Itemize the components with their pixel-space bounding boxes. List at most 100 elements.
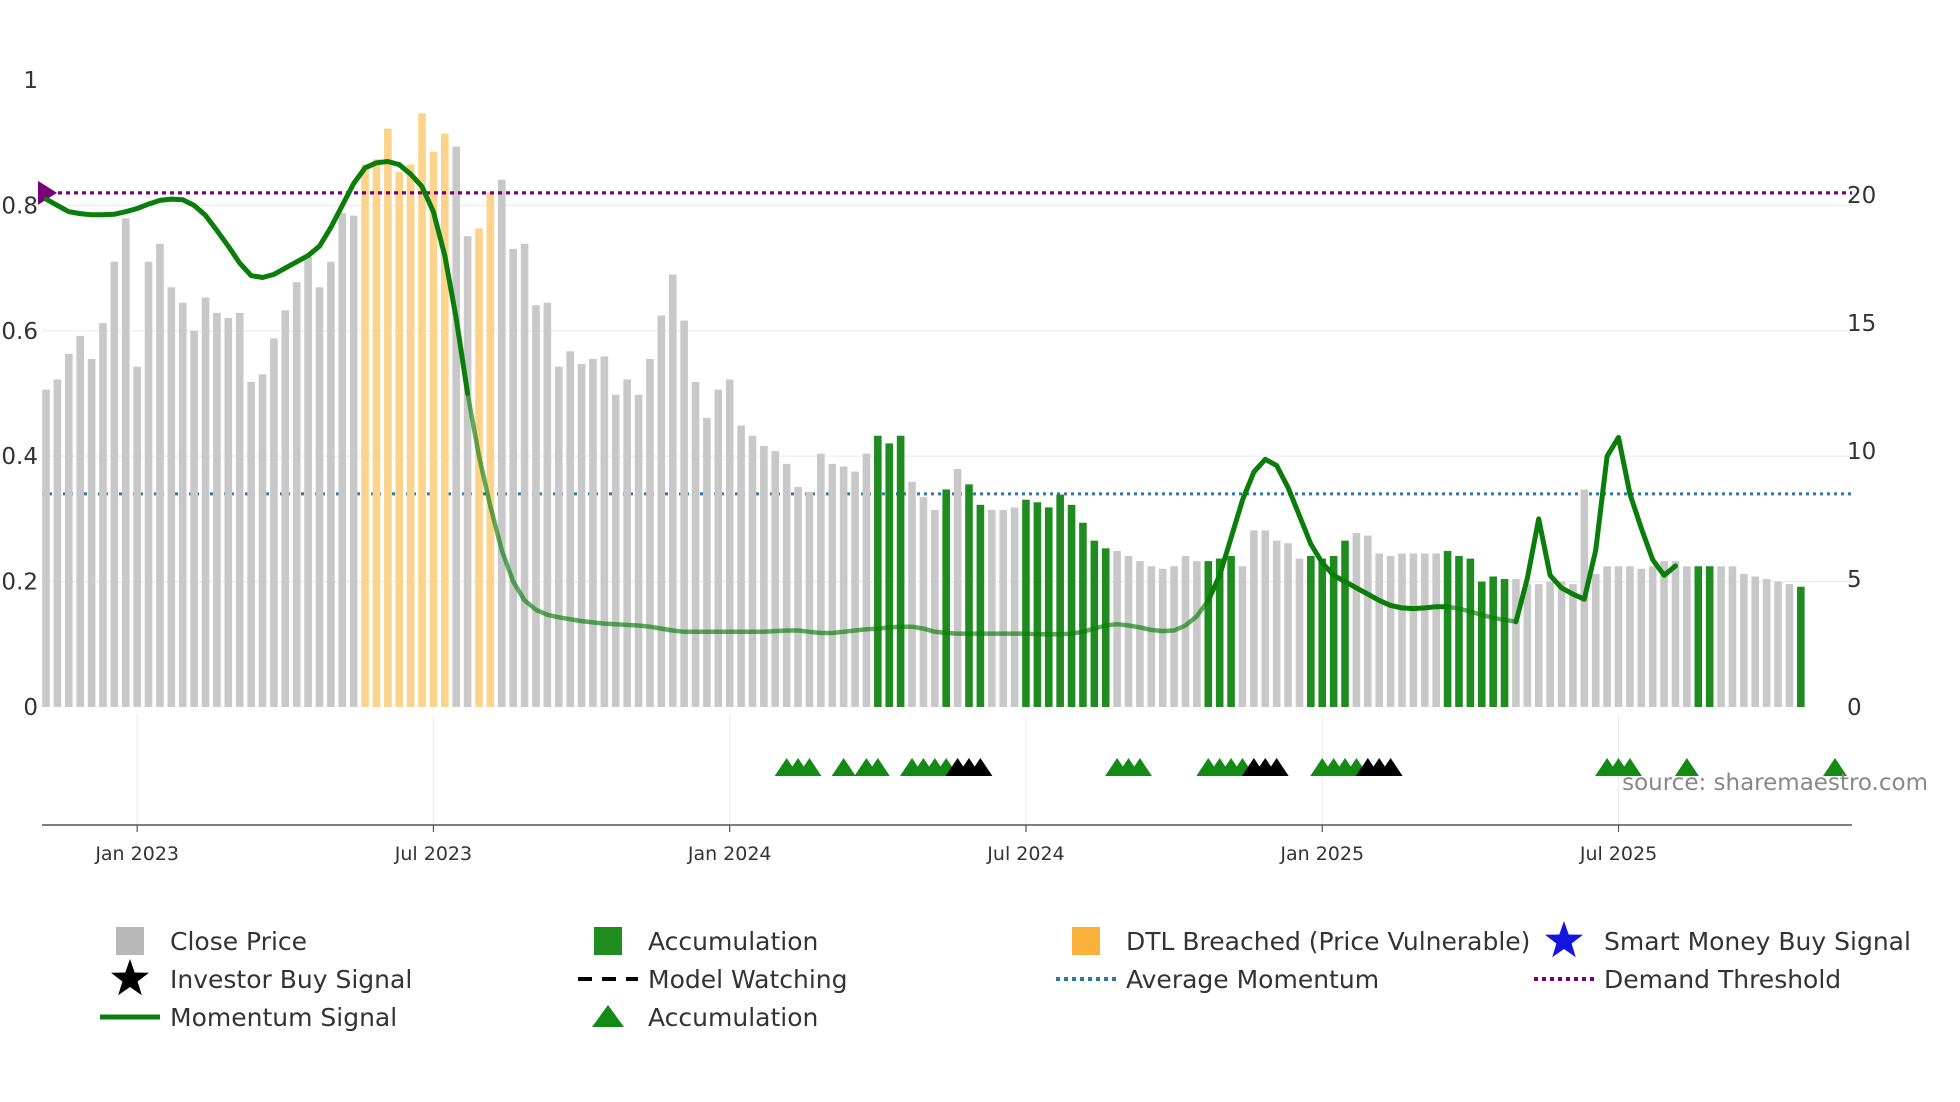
close-price-bar: [999, 509, 1007, 707]
close-price-bar: [1614, 566, 1623, 707]
accumulation-bar: [976, 504, 985, 707]
model-watching-marker: [1378, 758, 1403, 776]
accumulation-bar: [1489, 576, 1497, 707]
close-price-bar: [213, 312, 221, 707]
close-price-bar: [509, 248, 517, 707]
accumulation-bar: [1797, 586, 1805, 707]
close-price-bar: [1432, 553, 1440, 707]
right-tick-label: 5: [1847, 567, 1862, 593]
close-price-bar: [304, 256, 312, 707]
legend-item: Smart Money Buy Signal: [1545, 921, 1911, 958]
signal-markers: [774, 758, 1848, 776]
close-price-bar: [327, 261, 335, 707]
accumulation-bar: [1056, 494, 1064, 707]
close-price-bar: [851, 471, 859, 707]
right-tick-label: 10: [1847, 439, 1876, 465]
green-square-icon: [594, 927, 622, 955]
accumulation-bar: [1033, 502, 1042, 707]
momentum-signal-faint: [44, 159, 1677, 637]
momentum-signal-bold: [1513, 434, 1678, 625]
close-price-bar: [1546, 581, 1554, 707]
close-price-bar: [1170, 566, 1178, 707]
legend-label: Momentum Signal: [170, 1003, 397, 1032]
accumulation-bar: [1443, 550, 1452, 707]
close-price-bar: [1409, 553, 1418, 707]
black-star-icon: [111, 959, 149, 996]
dtl-breached-bar: [475, 228, 483, 707]
dtl-breached-bar: [361, 164, 369, 707]
left-tick-label: 0.4: [1, 444, 38, 470]
close-price-bar: [1728, 566, 1737, 707]
close-price-bar: [862, 453, 871, 707]
close-price-bar: [235, 312, 244, 707]
dtl-breached-bar: [406, 164, 415, 707]
close-price-bar: [1626, 566, 1634, 707]
close-price-bar: [1352, 532, 1361, 707]
accumulation-bar: [1694, 566, 1703, 707]
close-price-bar: [817, 453, 825, 707]
dtl-breached-bar: [372, 159, 381, 707]
legend-item: DTL Breached (Price Vulnerable): [1072, 927, 1530, 956]
legend-item: Demand Threshold: [1534, 965, 1841, 994]
close-price-bar: [839, 466, 848, 707]
accumulation-bar: [1477, 581, 1486, 707]
close-price-bar: [782, 463, 791, 707]
close-price-bar: [589, 358, 597, 707]
legend-item: Close Price: [116, 927, 307, 956]
accumulation-marker: [1674, 758, 1699, 776]
legend-label: Close Price: [170, 927, 307, 956]
left-tick-label: 1: [23, 68, 38, 94]
close-price-bar: [201, 297, 210, 707]
close-price-bar: [805, 492, 814, 707]
momentum-signal-bold: [1205, 456, 1451, 612]
close-price-bar: [634, 394, 643, 707]
legend-label: Smart Money Buy Signal: [1604, 927, 1911, 956]
close-price-bar: [543, 302, 552, 707]
close-price-bar: [247, 381, 255, 707]
legend-label: Accumulation: [648, 927, 818, 956]
close-price-bar: [121, 218, 130, 707]
orange-square-icon: [1072, 927, 1100, 955]
close-price-bar: [532, 305, 540, 707]
close-price-bar: [463, 236, 472, 708]
left-tick-label: 0: [23, 695, 38, 721]
legend-item: Momentum Signal: [100, 1003, 397, 1032]
close-price-bar: [281, 310, 290, 707]
close-price-bar: [794, 486, 802, 707]
accumulation-bar: [1215, 558, 1224, 707]
close-price-bar: [224, 318, 233, 707]
close-price-bar: [190, 330, 198, 707]
close-price-bar: [42, 389, 50, 707]
dtl-breached-bar: [429, 151, 438, 707]
close-price-bar: [1683, 566, 1691, 707]
x-tick-label: Jul 2025: [1579, 843, 1657, 865]
close-price-bar: [178, 302, 187, 707]
close-price-bar: [258, 374, 267, 707]
close-price-bar: [748, 435, 757, 707]
accumulation-bar: [1067, 504, 1076, 707]
legend: Close Price Accumulation DTL Breached (Pri…: [100, 921, 1911, 1032]
close-price-bar: [498, 179, 506, 707]
demand-threshold-line: [38, 180, 1852, 205]
accumulation-marker: [865, 758, 890, 776]
close-price-bar: [577, 364, 586, 707]
dtl-breached-bar: [441, 133, 449, 708]
close-price-bar: [1751, 576, 1760, 707]
legend-item: Accumulation: [594, 927, 818, 956]
legend-label: Investor Buy Signal: [170, 965, 412, 994]
close-price-bar: [657, 315, 666, 707]
close-price-bar: [1295, 558, 1304, 707]
close-price-bar: [1557, 581, 1566, 707]
close-price-bar: [452, 146, 461, 708]
close-price-bar: [1660, 561, 1668, 707]
close-price-bar: [167, 287, 176, 707]
model-watching-marker: [1264, 758, 1289, 776]
close-price-bar: [1762, 579, 1771, 707]
x-tick-label: Jul 2023: [394, 843, 472, 865]
close-price-bar: [1158, 568, 1167, 707]
demand-threshold-marker: [38, 180, 57, 205]
close-price-bar: [1569, 584, 1577, 707]
x-tick-label: Jan 2024: [687, 843, 772, 865]
momentum-signal-line: [43, 159, 1678, 637]
